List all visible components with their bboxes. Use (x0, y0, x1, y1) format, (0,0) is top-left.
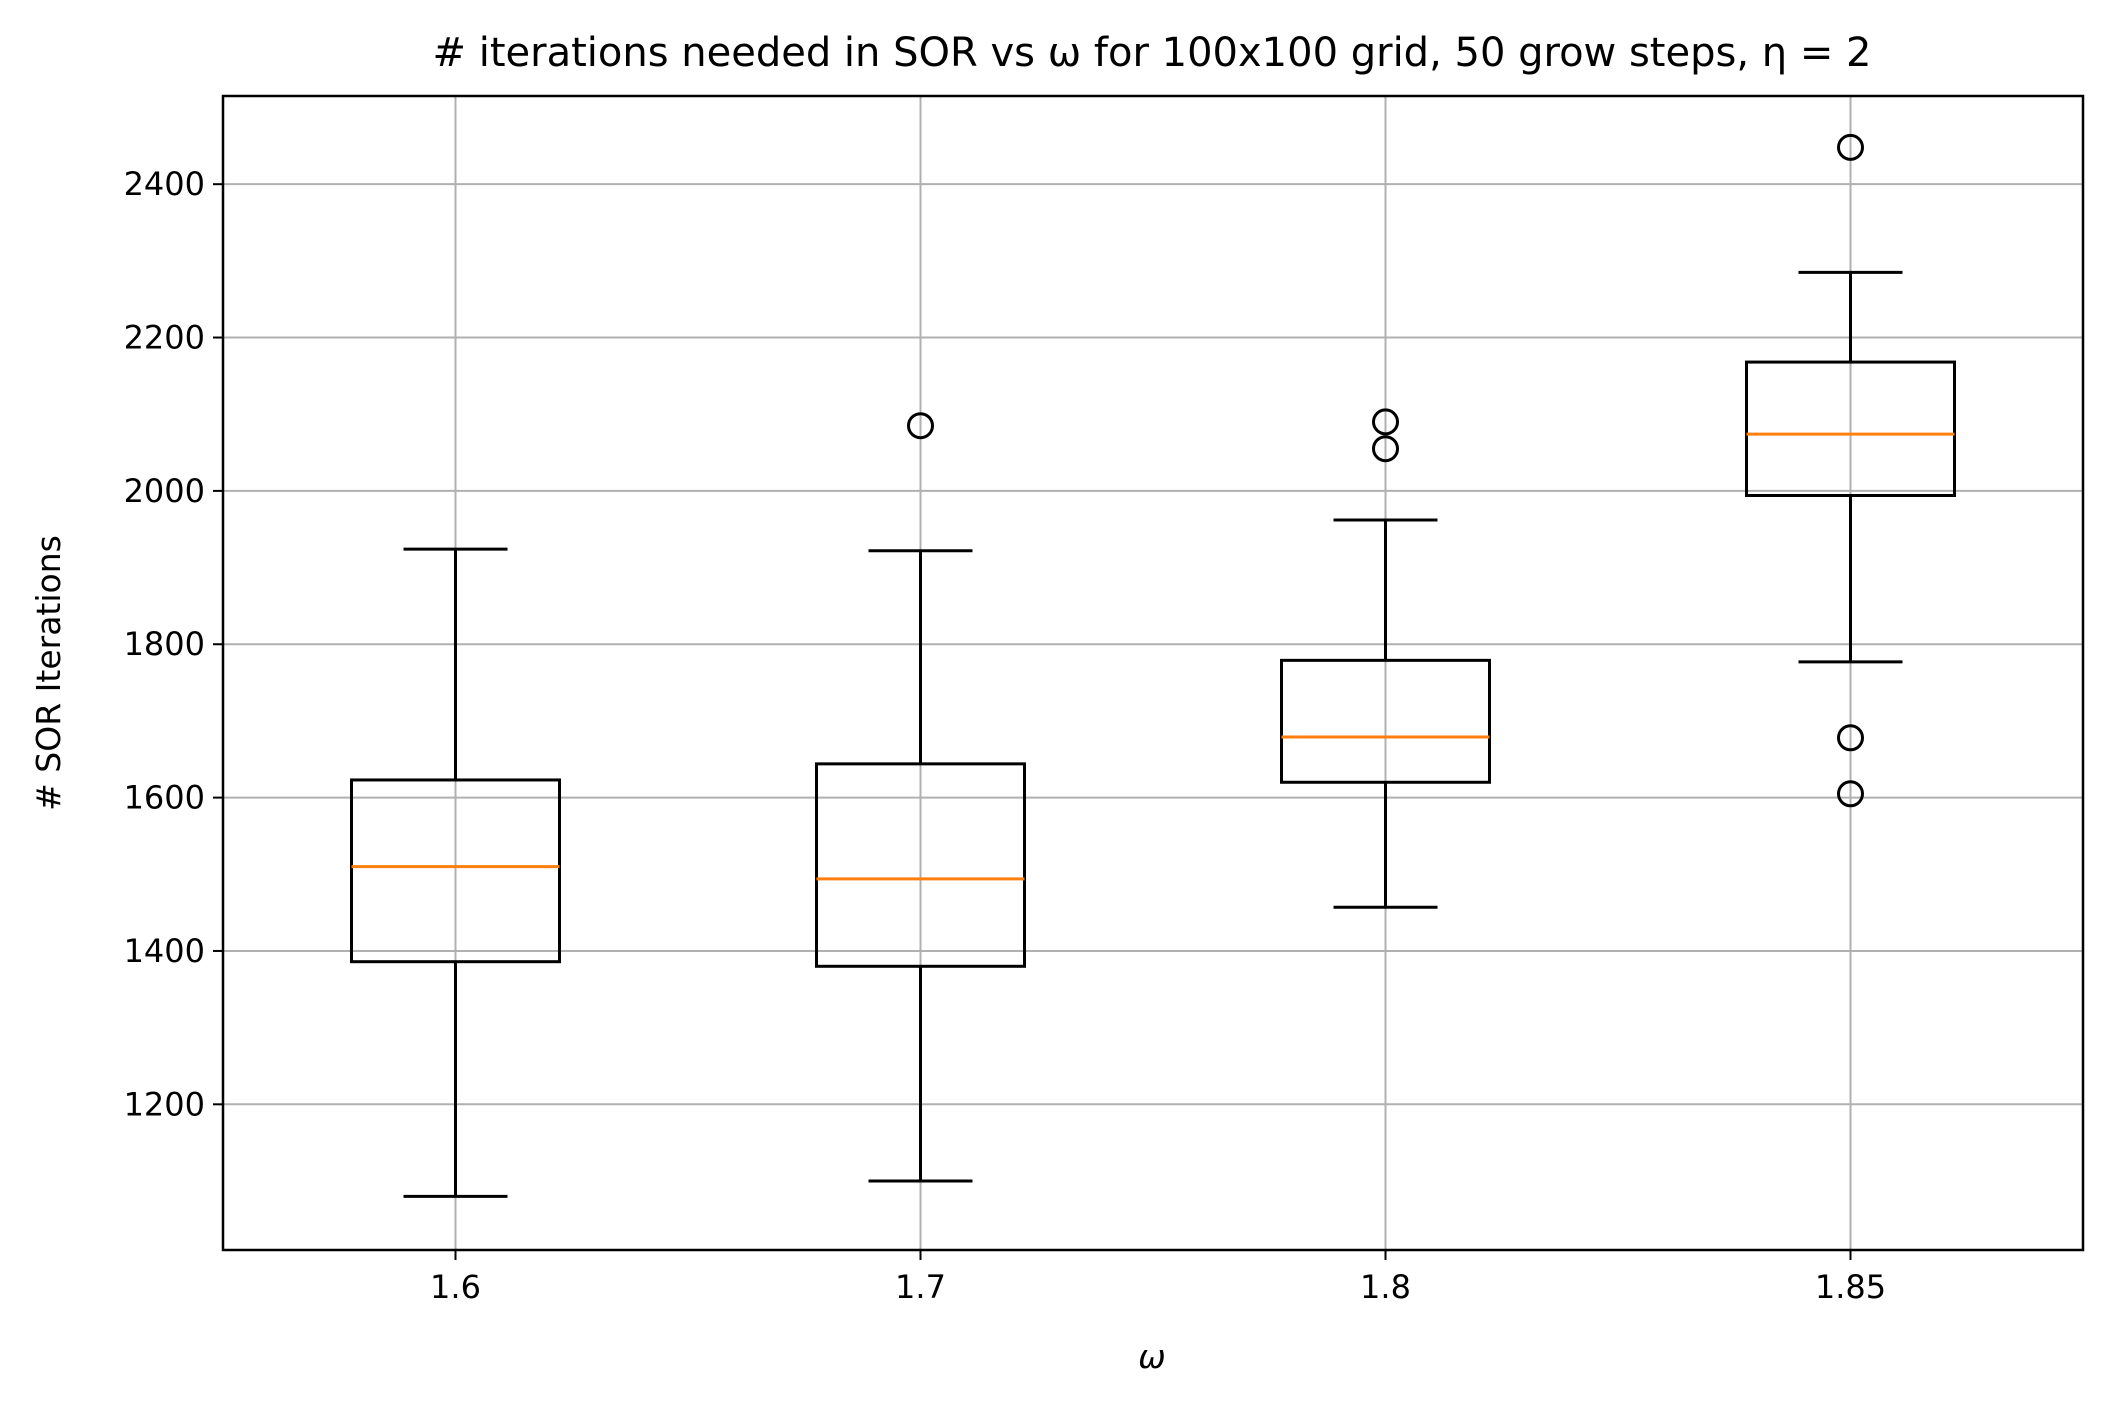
outlier-point (1837, 724, 1864, 752)
box-group (1745, 133, 1956, 808)
y-tick-label: 1400 (124, 932, 205, 970)
y-tick-label: 1600 (124, 779, 205, 817)
y-tick-label: 2400 (124, 165, 205, 203)
grid-lines (223, 96, 2083, 1250)
x-tick-label: 1.7 (895, 1268, 946, 1306)
box-iqr (1745, 360, 1956, 497)
outlier-point (1372, 435, 1399, 463)
y-tick-label: 2000 (124, 472, 205, 510)
chart-title: # iterations needed in SOR vs ω for 100x… (432, 30, 1871, 76)
x-tick-label: 1.8 (1360, 1268, 1411, 1306)
box-iqr (815, 762, 1026, 968)
outlier-point (907, 412, 934, 440)
y-tick-label: 1800 (124, 625, 205, 663)
x-tick-label: 1.6 (430, 1268, 481, 1306)
plot-frame (221, 94, 2085, 1252)
x-tick-label: 1.85 (1815, 1268, 1886, 1306)
outlier-point (1837, 133, 1864, 161)
outlier-point (1837, 780, 1864, 808)
box-iqr (1280, 658, 1491, 784)
x-axis-label: ω (1138, 1337, 1166, 1376)
box-group (815, 412, 1026, 1183)
box-group (350, 547, 561, 1198)
boxes-layer (350, 133, 1956, 1198)
tick-layer: 1200 1400 1600 1800 2000 2200 2400 1.6 1.7 1.8 1.8… (124, 165, 1887, 1306)
y-axis-label: # SOR Iterations (29, 535, 68, 811)
box-group (1280, 408, 1491, 909)
outlier-point (1372, 408, 1399, 436)
y-tick-label: 2200 (124, 319, 205, 357)
y-tick-label: 1200 (124, 1085, 205, 1123)
box-iqr (350, 778, 561, 964)
